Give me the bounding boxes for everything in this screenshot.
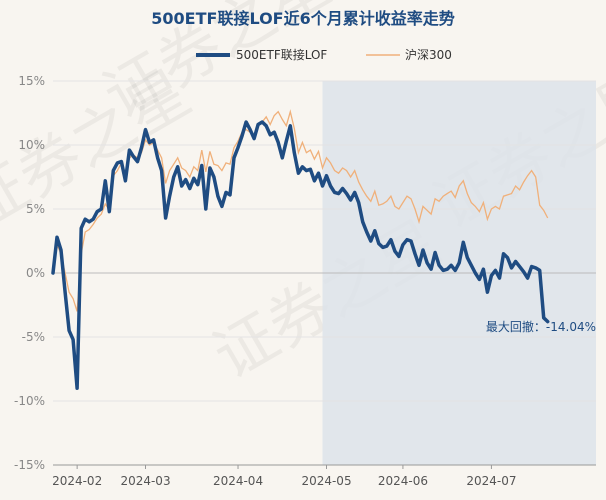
legend: 500ETF联接LOF 沪深300 bbox=[196, 47, 452, 62]
series-line-500etf bbox=[51, 120, 550, 390]
legend-label-hs300: 沪深300 bbox=[405, 48, 452, 62]
x-axis-ticks: 2024-02 2024-03 2024-04 2024-05 2024-06 2024-… bbox=[52, 465, 516, 488]
y-tick-label: -15% bbox=[14, 458, 45, 472]
y-tick-label: 15% bbox=[18, 74, 45, 88]
x-tick-label: 2024-03 bbox=[120, 474, 170, 488]
y-axis-ticks: 15% 10% 5% 0% -5% -10% -15% bbox=[14, 74, 45, 472]
y-tick-label: 10% bbox=[18, 138, 45, 152]
y-tick-label: 5% bbox=[26, 202, 45, 216]
x-tick-label: 2024-06 bbox=[378, 474, 428, 488]
max-drawdown-annotation: 最大回撤：-14.04% bbox=[486, 319, 596, 334]
chart-title: 500ETF联接LOF近6个月累计收益率走势 bbox=[151, 9, 454, 28]
x-tick-label: 2024-07 bbox=[466, 474, 516, 488]
x-tick-label: 2024-02 bbox=[52, 474, 102, 488]
y-tick-label: 0% bbox=[26, 266, 45, 280]
y-tick-label: -5% bbox=[22, 330, 45, 344]
x-tick-label: 2024-05 bbox=[301, 474, 351, 488]
x-tick-label: 2024-04 bbox=[213, 474, 263, 488]
y-tick-label: -10% bbox=[14, 394, 45, 408]
legend-label-500etf: 500ETF联接LOF bbox=[236, 47, 327, 62]
